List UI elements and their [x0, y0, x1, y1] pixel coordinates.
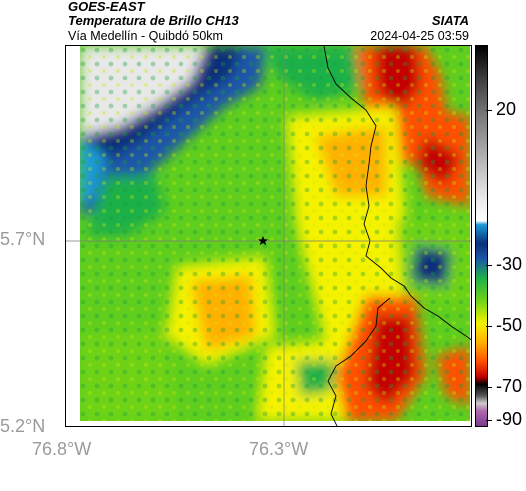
- map-panel[interactable]: [65, 45, 472, 427]
- colorbar-tick: [486, 326, 492, 327]
- map-texture: [80, 46, 470, 421]
- colorbar-tick: [486, 387, 492, 388]
- colorbar-label: -70: [496, 376, 523, 396]
- colorbar-tick: [486, 110, 492, 111]
- lat-tick-label: 5.7°N: [0, 229, 46, 249]
- colorbar-label: -90: [496, 409, 523, 429]
- lat-tick-label: 5.2°N: [0, 416, 46, 436]
- route-subtitle: Vía Medellín - Quibdó 50km: [68, 29, 223, 43]
- colorbar-tick: [486, 265, 492, 266]
- lon-tick-label: 76.8°W: [32, 439, 92, 459]
- satellite-title: GOES-EAST: [68, 0, 145, 14]
- lon-tick-label: 76.3°W: [249, 439, 309, 459]
- colorbar-label: -50: [496, 315, 523, 335]
- colorbar-label: -30: [496, 254, 523, 274]
- department-border-south: [327, 297, 391, 426]
- temperature-map: [66, 46, 471, 426]
- product-title: Temperatura de Brillo CH13: [68, 13, 239, 28]
- timestamp-label: 2024-04-25 03:59: [370, 29, 469, 43]
- colorbar-label: 20: [496, 99, 517, 119]
- organization-label: SIATA: [431, 13, 469, 28]
- colorbar-tick: [486, 420, 492, 421]
- star-icon[interactable]: [258, 236, 268, 246]
- colorbar: [475, 45, 488, 427]
- department-border: [323, 46, 471, 341]
